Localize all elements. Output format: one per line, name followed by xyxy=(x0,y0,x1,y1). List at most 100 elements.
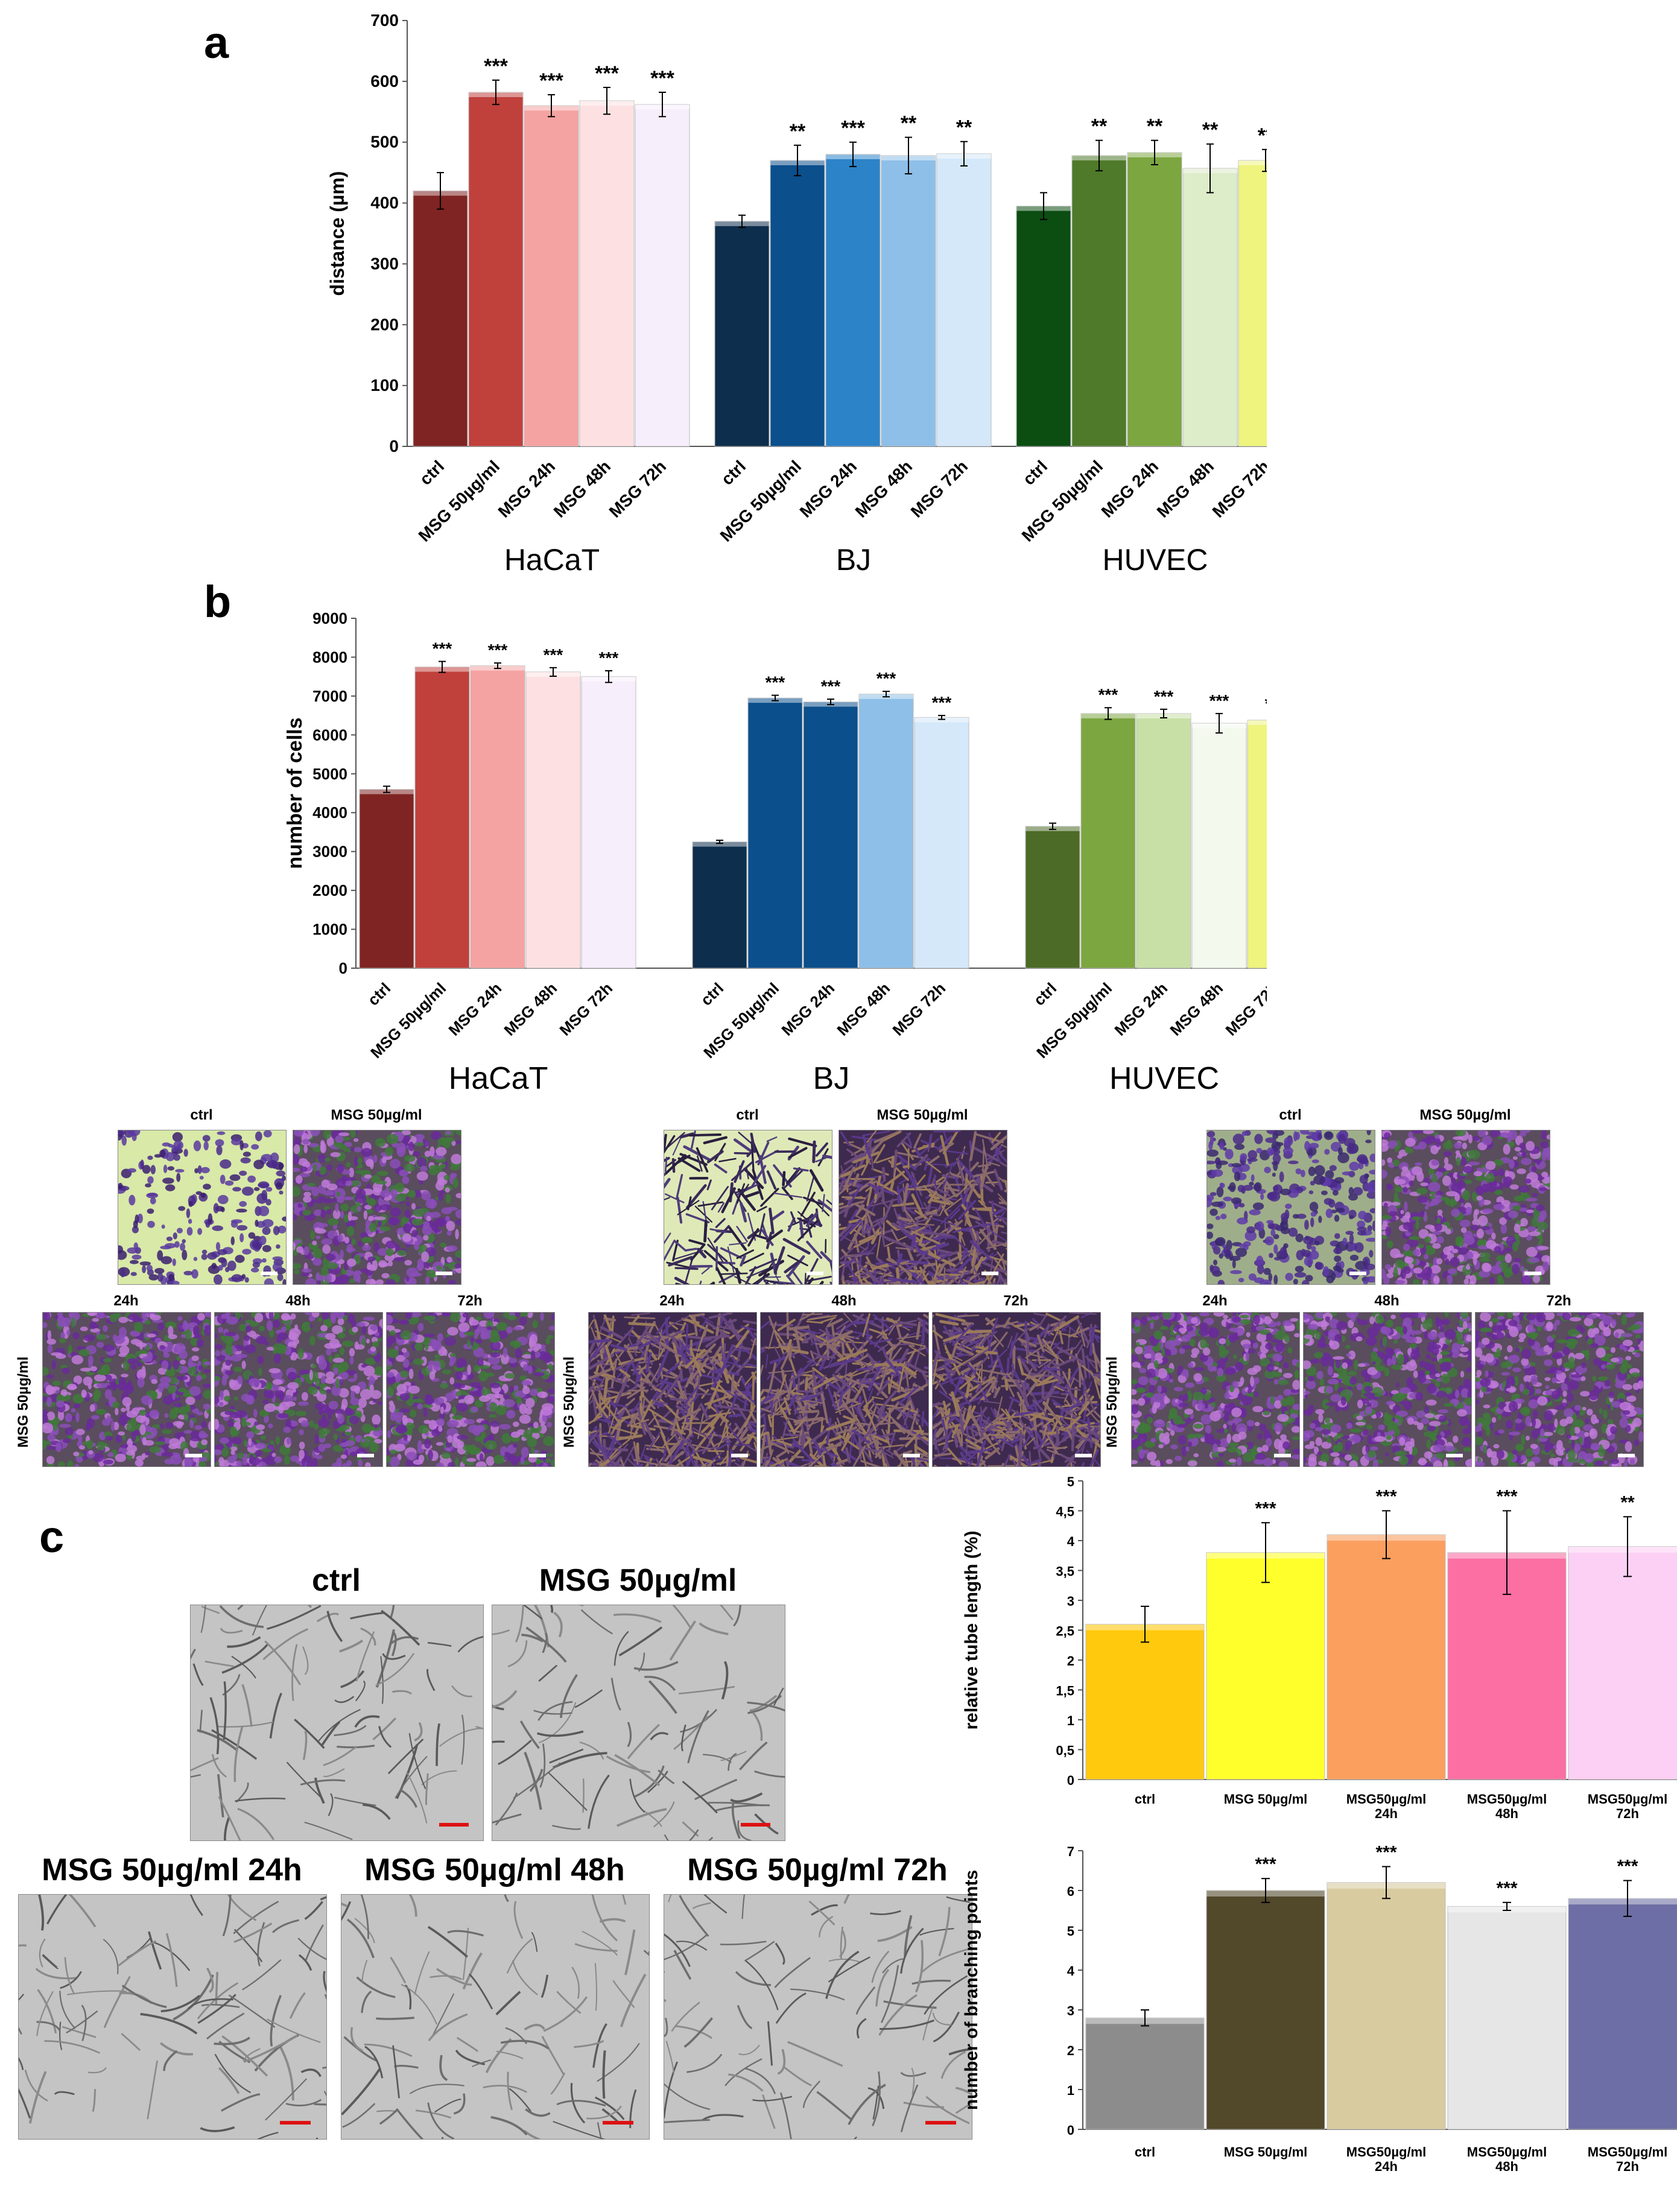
panel-letter-b: b xyxy=(204,577,232,627)
category-label: MSG 24h xyxy=(445,979,505,1039)
category-label: MSG 50µg/ml xyxy=(1224,1792,1308,1807)
group-label: HaCaT xyxy=(449,1061,548,1096)
micrograph-time xyxy=(42,1312,211,1467)
scale-bar xyxy=(1075,1454,1092,1457)
micrograph-tube-msg xyxy=(492,1605,785,1841)
scale-bar xyxy=(1446,1454,1463,1457)
micrograph-time xyxy=(1475,1312,1644,1467)
significance-label: *** xyxy=(433,639,452,658)
bar xyxy=(881,155,936,447)
image-label-time: MSG 50µg/ml 48h xyxy=(364,1852,625,1887)
bar xyxy=(413,190,468,447)
significance-label: *** xyxy=(650,67,674,90)
scale-bar xyxy=(731,1454,748,1457)
significance-label: ** xyxy=(956,116,972,139)
category-label: MSG 48h xyxy=(500,979,560,1039)
scale-bar xyxy=(1349,1272,1366,1275)
y-tick-label: 6 xyxy=(1067,1884,1074,1899)
y-tick-label: 100 xyxy=(370,376,399,395)
image-label-time: MSG 50µg/ml 24h xyxy=(42,1852,302,1887)
bar-highlight xyxy=(1568,1546,1677,1553)
bar xyxy=(1327,1534,1446,1780)
side-label-msg: MSG 50µg/ml xyxy=(1104,1356,1120,1448)
y-axis-label: distance (µm) xyxy=(326,171,348,296)
y-tick-label: 4000 xyxy=(312,803,347,822)
bar xyxy=(1085,2017,1205,2130)
y-tick-label: 0 xyxy=(389,437,399,455)
y-tick-label: 3 xyxy=(1067,2003,1074,2018)
y-tick-label: 500 xyxy=(370,133,399,151)
bar xyxy=(581,676,636,969)
bar xyxy=(770,160,825,447)
chart-relative-tube-length: 0 0,5 1 1,5 2 2,5 3 3,5 4 4,5 5 relative tube lengt… xyxy=(962,1474,1677,1821)
y-tick-label: 2 xyxy=(1067,1653,1074,1669)
category-label: MSG50µg/ml 72h xyxy=(1588,2144,1667,2174)
bar-highlight xyxy=(1238,160,1267,165)
bar xyxy=(825,154,881,447)
image-label-msg: MSG 50µg/ml xyxy=(877,1107,968,1123)
y-tick-label: 0 xyxy=(1067,2123,1074,2138)
y-tick-label: 5000 xyxy=(312,765,347,783)
scale-bar xyxy=(261,1272,277,1275)
side-label-msg: MSG 50µg/ml xyxy=(15,1356,31,1448)
bar xyxy=(635,104,690,447)
significance-label: *** xyxy=(1496,1487,1517,1507)
image-label-time: 72h xyxy=(1003,1293,1029,1309)
bar xyxy=(1206,1890,1325,2130)
y-tick-label: 7 xyxy=(1067,1844,1074,1859)
scale-bar xyxy=(439,1823,469,1827)
y-tick-label: 0 xyxy=(339,959,347,977)
y-tick-label: 1000 xyxy=(312,921,347,939)
bar xyxy=(1136,713,1191,969)
category-label: MSG 72h xyxy=(907,457,972,521)
category-label: MSG 48h xyxy=(833,979,893,1039)
bar xyxy=(1568,1546,1677,1780)
image-label-ctrl: ctrl xyxy=(736,1107,759,1123)
bar xyxy=(858,694,914,969)
category-label: MSG 24h xyxy=(495,457,559,521)
y-tick-label: 4 xyxy=(1067,1534,1075,1549)
significance-label: *** xyxy=(821,677,841,696)
bar xyxy=(747,697,803,969)
y-tick-label: 1 xyxy=(1067,2083,1074,2098)
y-tick-label: 1,5 xyxy=(1056,1684,1074,1699)
bar-highlight xyxy=(1568,1898,1677,1905)
y-tick-label: 5 xyxy=(1067,1474,1074,1489)
category-label: MSG50µg/ml 72h xyxy=(1588,1792,1667,1821)
group-label: HUVEC xyxy=(1109,1061,1219,1096)
micrograph-time xyxy=(932,1312,1101,1467)
bar xyxy=(1071,155,1127,447)
bar xyxy=(470,665,525,969)
micrograph-time xyxy=(1303,1312,1472,1467)
y-tick-label: 3 xyxy=(1067,1594,1074,1609)
significance-label: *** xyxy=(1209,691,1229,710)
bar-highlight xyxy=(1247,720,1267,725)
bar xyxy=(1238,160,1267,447)
scale-bar xyxy=(1274,1454,1291,1457)
micrograph-ctrl xyxy=(664,1130,832,1285)
category-label: MSG50µg/ml 48h xyxy=(1467,1792,1547,1821)
image-label-time: 72h xyxy=(457,1293,483,1309)
bar-highlight xyxy=(693,841,747,847)
chart-distance: 0 100 200 300 400 500 600 700 distance (µm) ctrl *… xyxy=(326,11,1267,577)
significance-label: ** xyxy=(1091,115,1108,138)
significance-label: *** xyxy=(1255,1854,1276,1874)
scale-bar xyxy=(436,1272,452,1275)
image-label-ctrl: ctrl xyxy=(1279,1107,1302,1123)
chart-number-of-cells: 0 1000 2000 3000 4000 5000 6000 7000 8000 9000 num… xyxy=(284,609,1267,1096)
category-label: ctrl xyxy=(1019,457,1051,489)
category-label: MSG 24h xyxy=(778,979,838,1039)
image-label-ctrl: ctrl xyxy=(190,1107,213,1123)
micrograph-msg xyxy=(1381,1130,1550,1285)
y-tick-label: 7000 xyxy=(312,687,347,705)
micrograph-time xyxy=(386,1312,555,1467)
image-label-msg: MSG 50µg/ml xyxy=(1419,1107,1511,1123)
group-label: BJ xyxy=(836,543,871,577)
y-tick-label: 3,5 xyxy=(1056,1564,1074,1579)
y-tick-label: 700 xyxy=(370,11,399,30)
category-label: ctrl xyxy=(697,979,727,1009)
micrograph-msg xyxy=(293,1130,461,1285)
category-label: MSG 72h xyxy=(556,979,616,1039)
micrograph-ctrl xyxy=(1206,1130,1375,1285)
y-tick-label: 4,5 xyxy=(1056,1504,1074,1520)
